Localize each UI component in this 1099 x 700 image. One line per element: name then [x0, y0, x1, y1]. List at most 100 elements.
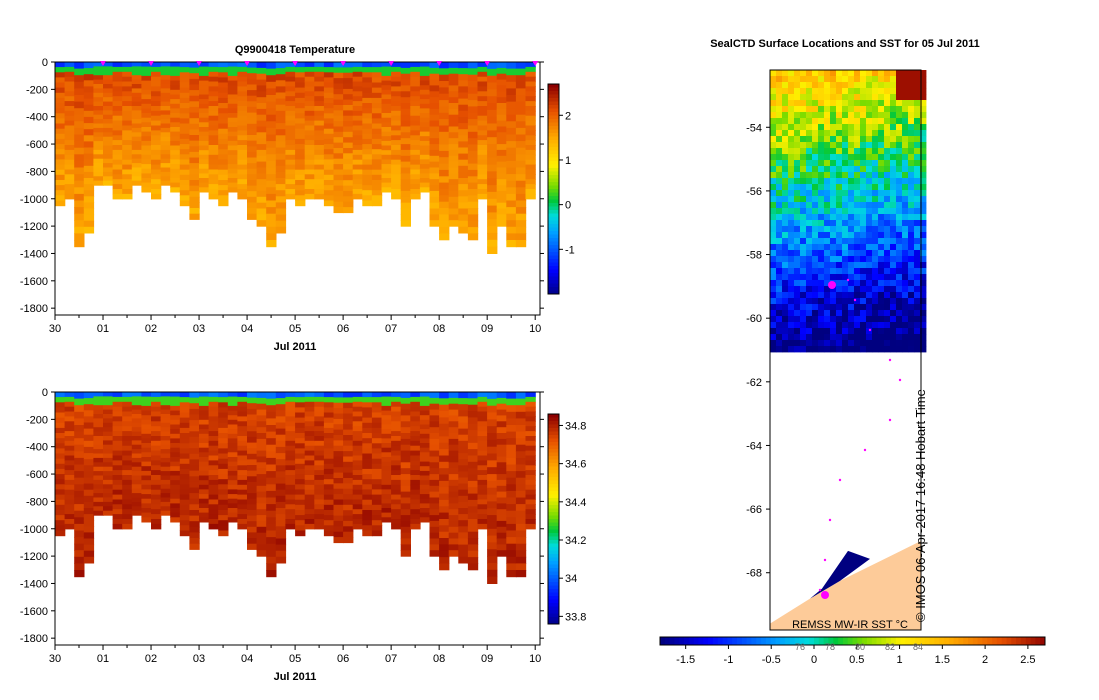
sst-cell: [878, 334, 885, 341]
profile-cell: [131, 471, 143, 477]
profile-cell: [131, 149, 143, 155]
sst-cell: [788, 124, 795, 131]
profile-cell: [266, 570, 277, 578]
profile-cell: [467, 563, 479, 571]
profile-cell: [237, 154, 248, 161]
profile-cell: [189, 84, 200, 91]
profile-cell: [295, 402, 306, 408]
profile-cell: [515, 425, 527, 433]
lat-tick-label: -64: [746, 440, 762, 452]
profile-cell: [208, 96, 219, 102]
colorbar-cell: [943, 637, 950, 645]
profile-cell: [237, 431, 248, 437]
profile-cell: [237, 523, 248, 530]
sst-cell: [806, 136, 813, 143]
colorbar-cell: [548, 192, 559, 197]
profile-cell: [381, 512, 392, 518]
sst-cell: [860, 124, 867, 131]
profile-cell: [275, 501, 287, 509]
profile-cell: [83, 68, 95, 75]
profile-cell: [352, 101, 363, 107]
sst-cell: [848, 250, 855, 257]
sst-cell: [878, 262, 885, 269]
profile-cell: [141, 62, 152, 68]
colorbar-cell: [674, 637, 680, 645]
profile-cell: [429, 173, 440, 180]
profile-cell: [496, 220, 507, 227]
sst-cell: [818, 160, 825, 167]
profile-cell: [131, 114, 143, 120]
profile-cell: [285, 445, 296, 452]
sst-cell: [770, 322, 777, 329]
profile-cell: [333, 520, 344, 527]
profile-cell: [352, 164, 363, 171]
profile-cell: [266, 418, 277, 426]
profile-cell: [410, 140, 421, 146]
profile-cell: [160, 453, 171, 459]
profile-cell: [64, 504, 75, 510]
profile-cell: [112, 475, 123, 481]
profile-cell: [467, 493, 479, 501]
colorbar-cell: [963, 637, 969, 645]
sst-cell: [776, 76, 783, 83]
sst-cell: [902, 154, 909, 161]
sst-cell: [896, 322, 903, 329]
profile-cell: [141, 443, 152, 449]
sst-cell: [830, 190, 837, 197]
profile-cell: [371, 468, 383, 475]
sst-cell: [890, 322, 897, 329]
profile-cell: [208, 140, 219, 146]
profile-cell: [371, 190, 383, 196]
colorbar-cell: [548, 592, 559, 597]
profile-cell: [429, 485, 440, 493]
profile-cell: [371, 103, 383, 109]
sst-cell: [902, 250, 909, 257]
profile-cell: [151, 135, 162, 141]
sst-cell: [860, 310, 867, 317]
profile-cell: [400, 62, 411, 69]
profile-cell: [93, 75, 104, 81]
profile-cell: [131, 62, 143, 67]
x-tick-label: 04: [241, 653, 253, 665]
profile-cell: [199, 438, 210, 444]
profile-cell: [400, 415, 411, 422]
profile-cell: [467, 455, 479, 463]
profile-cell: [352, 91, 363, 97]
profile-cell: [131, 79, 143, 85]
profile-cell: [362, 479, 373, 485]
colorbar-tick-label: 33.8: [565, 611, 586, 623]
profile-cell: [170, 447, 181, 453]
sst-cell: [818, 274, 825, 281]
profile-cell: [314, 149, 325, 156]
profile-cell: [410, 159, 421, 166]
sst-cell: [878, 70, 885, 77]
profile-cell: [352, 450, 363, 457]
profile-cell: [352, 86, 363, 92]
profile-cell: [467, 468, 479, 476]
profile-cell: [458, 526, 469, 533]
profile-cell: [83, 62, 95, 69]
profile-cell: [419, 457, 431, 463]
colorbar-tick-label: 2: [565, 110, 571, 122]
profile-cell: [55, 118, 66, 125]
profile-cell: [170, 136, 181, 142]
sst-cell: [890, 328, 897, 335]
sst-cell: [830, 184, 837, 191]
profile-cell: [439, 417, 450, 425]
sst-cell: [884, 148, 891, 155]
sst-cell: [812, 112, 819, 119]
profile-cell: [64, 455, 75, 461]
profile-cell: [285, 66, 296, 73]
profile-cell: [410, 184, 421, 190]
profile-cell: [333, 169, 344, 176]
profile-cell: [467, 93, 479, 101]
profile-cell: [237, 120, 248, 127]
sst-cell: [866, 292, 873, 299]
sst-cell: [830, 274, 837, 281]
profile-cell: [141, 178, 152, 184]
sst-cell: [860, 220, 867, 227]
sst-cell: [830, 334, 837, 341]
profile-cell: [429, 196, 440, 204]
colorbar-cell: [746, 637, 752, 645]
profile-cell: [515, 484, 527, 492]
